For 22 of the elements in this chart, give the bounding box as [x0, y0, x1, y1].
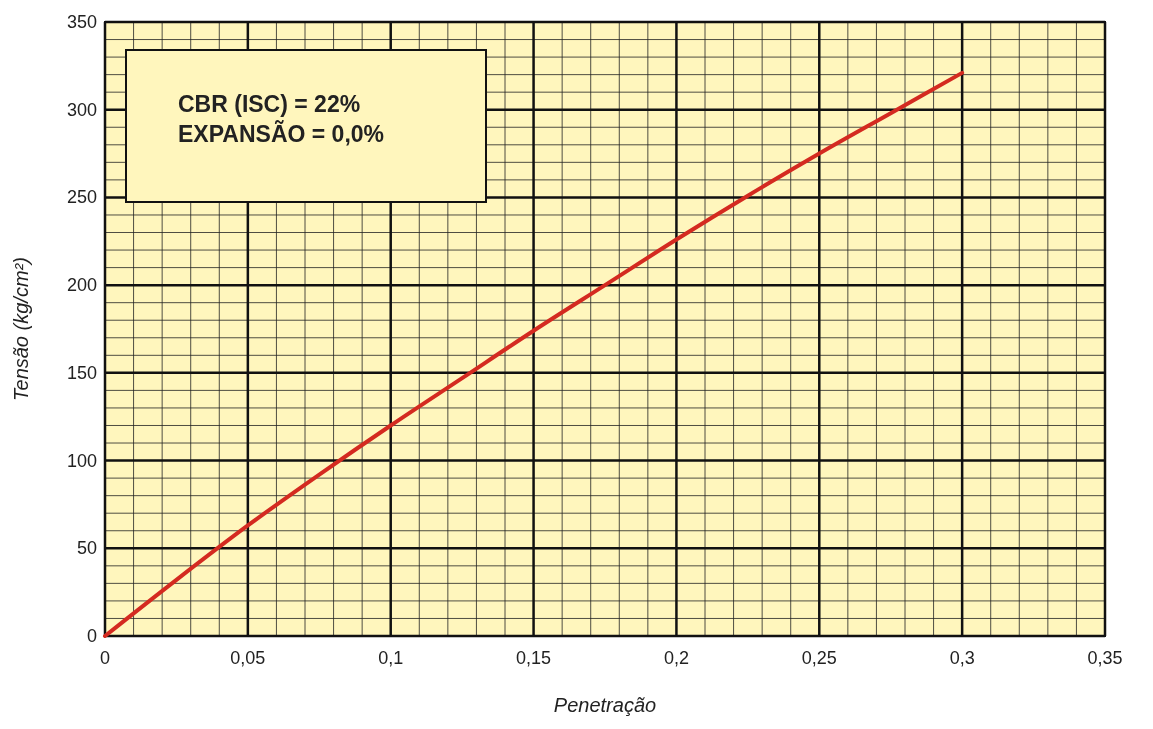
y-tick-label: 200 — [66, 275, 97, 296]
y-tick-label: 100 — [66, 450, 97, 471]
annotation: CBR (ISC) = 22% — [178, 91, 361, 117]
x-axis-title: Penetração — [553, 694, 657, 716]
x-tick-label: 0,3 — [949, 648, 975, 668]
annotation: EXPANSÃO = 0,0% — [178, 120, 385, 147]
y-tick-label: 250 — [66, 187, 97, 208]
x-tick-label: 0,05 — [230, 648, 266, 668]
x-tick-label: 0,35 — [1087, 648, 1123, 668]
line-series — [103, 70, 965, 638]
note-box: CBR (ISC) = 22% EXPANSÃO = 0,0% — [125, 49, 487, 203]
y-axis-title: Tensão (kg/cm²) — [10, 257, 32, 401]
x-tick-label: 0,15 — [516, 648, 552, 668]
x-tick-label: 0,2 — [663, 648, 689, 668]
y-tick-label: 50 — [76, 538, 97, 559]
y-tick-label: 300 — [66, 99, 97, 120]
y-tick-label: 350 — [66, 12, 97, 32]
x-tick-label: 0,1 — [378, 648, 404, 668]
x-tick-label: 0 — [99, 648, 111, 668]
y-tick-label: 150 — [66, 362, 97, 383]
y-tick-label: 0 — [86, 626, 97, 646]
x-tick-label: 0,25 — [801, 648, 837, 668]
